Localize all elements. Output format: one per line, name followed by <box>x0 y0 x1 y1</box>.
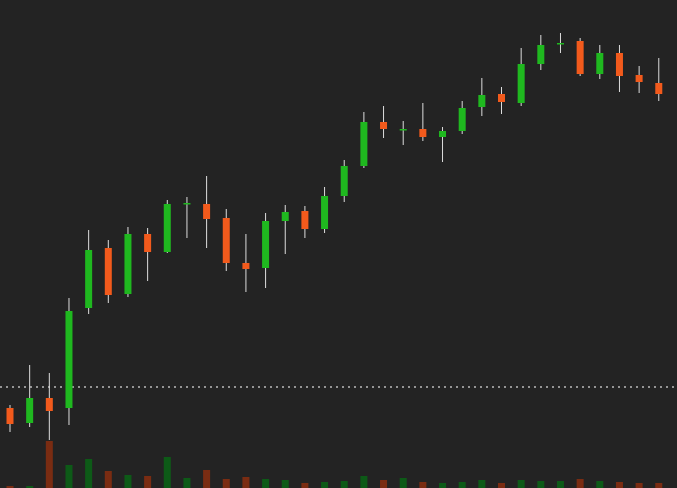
volume-bar <box>301 483 309 488</box>
volume-bar <box>399 478 407 488</box>
volume-bar <box>439 483 447 488</box>
volume-bar <box>556 481 564 488</box>
candle-body <box>163 204 171 252</box>
volume-bar <box>45 441 53 488</box>
candle-body <box>380 122 388 129</box>
volume-bar <box>26 486 34 488</box>
volume-bar <box>615 482 623 488</box>
candle-body <box>615 53 623 76</box>
candle-body <box>576 41 584 74</box>
volume-bar <box>596 481 604 488</box>
volume-bar <box>6 486 14 488</box>
candle-body <box>439 131 447 137</box>
volume-bar <box>360 476 368 488</box>
candle-body <box>321 196 329 229</box>
candle-body <box>45 398 53 411</box>
volume-bar <box>85 459 93 488</box>
volume-bar <box>537 481 545 488</box>
volume-bar <box>635 483 643 488</box>
volume-bar <box>517 480 525 488</box>
candle-body <box>124 234 132 294</box>
candle-body <box>301 211 309 229</box>
volume-bar <box>478 480 486 488</box>
candle-body <box>222 218 230 263</box>
candle-body <box>6 408 14 424</box>
volume-bar <box>498 483 505 488</box>
candle-body <box>655 83 663 94</box>
volume-bar <box>124 475 132 488</box>
volume-bar <box>203 470 211 488</box>
volume-bar <box>380 480 388 488</box>
candle-body <box>556 43 564 45</box>
volume-bar <box>183 478 191 488</box>
candle-body <box>537 45 545 64</box>
candle-body <box>104 248 112 295</box>
candle-body <box>203 204 211 219</box>
volume-bar <box>65 465 73 488</box>
candle-body <box>635 75 643 82</box>
volume-bar <box>281 480 289 488</box>
volume-bar <box>576 479 584 488</box>
volume-bar <box>144 476 152 488</box>
candle-body <box>26 398 34 423</box>
volume-bar <box>655 483 663 488</box>
candle-body <box>183 203 191 205</box>
candle-body <box>144 234 152 252</box>
candle-body <box>399 129 407 131</box>
candle-body <box>478 95 486 107</box>
candle-body <box>419 129 427 137</box>
candle-body <box>340 166 348 196</box>
candle-body <box>262 221 270 268</box>
volume-bar <box>321 482 329 488</box>
volume-bar <box>242 477 250 488</box>
candle-body <box>242 263 250 269</box>
candle-body <box>360 122 368 166</box>
volume-bar <box>262 479 270 488</box>
candle-body <box>65 311 73 408</box>
candle-body <box>596 53 604 74</box>
volume-bar <box>419 482 427 488</box>
volume-bar <box>222 479 230 488</box>
volume-bar <box>163 457 171 488</box>
volume-bar <box>458 482 466 488</box>
candle-body <box>498 94 505 102</box>
volume-bar <box>340 481 348 488</box>
candle-body <box>458 108 466 131</box>
candle-body <box>281 212 289 221</box>
candle-body <box>85 250 93 308</box>
candle-body <box>517 64 525 103</box>
volume-bar <box>104 471 112 488</box>
